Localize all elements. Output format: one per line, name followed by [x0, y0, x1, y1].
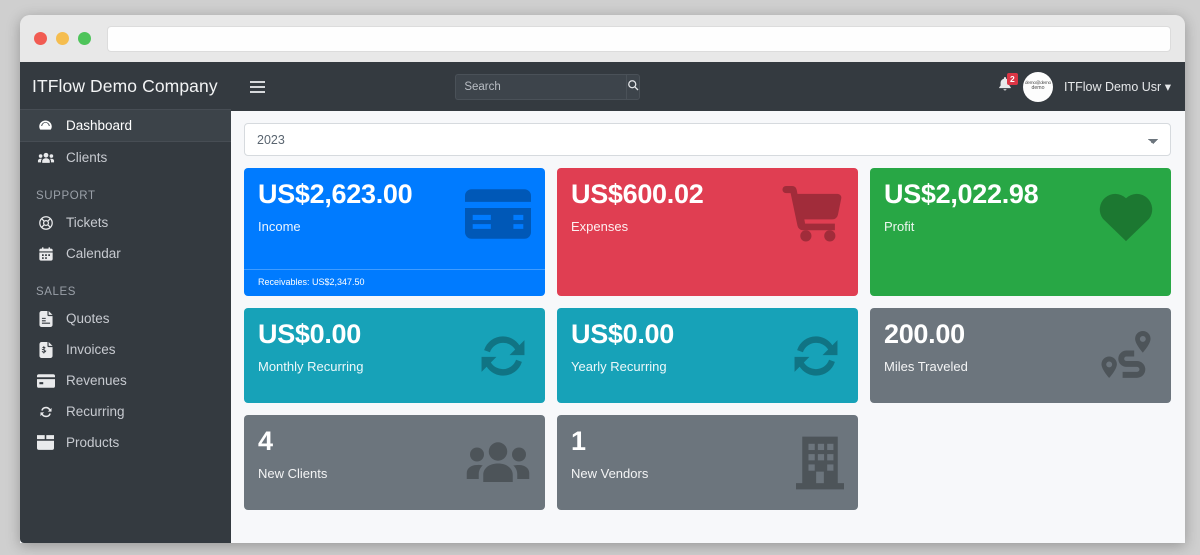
sidebar-item-label: Clients: [66, 150, 108, 165]
maximize-window-button[interactable]: [78, 32, 91, 45]
card-label: Miles Traveled: [884, 358, 968, 374]
route-icon: [1095, 330, 1157, 381]
sidebar-item-label: Quotes: [66, 311, 110, 326]
card-body: US$0.00 Monthly Recurring: [244, 308, 545, 374]
file-invoice-dollar-icon: [36, 341, 55, 358]
calendar-icon: [36, 245, 55, 262]
card-value: US$2,623.00: [258, 179, 413, 209]
heart-icon: [1095, 185, 1157, 243]
card-label: Expenses: [571, 218, 629, 234]
card-body: US$600.02 Expenses: [557, 168, 858, 234]
minimize-window-button[interactable]: [56, 32, 69, 45]
users-icon: [36, 149, 55, 166]
credit-card-icon: [465, 189, 531, 239]
card-value: US$0.00: [258, 319, 361, 349]
card-footer: Receivables: US$2,347.50: [244, 269, 545, 296]
sync-icon: [788, 328, 844, 384]
window-controls: [34, 32, 91, 45]
sidebar-item-quotes[interactable]: Quotes: [20, 303, 231, 334]
dashboard-content: 2023 US$2,623.00 Income: [231, 111, 1185, 543]
card-label: Profit: [884, 218, 915, 234]
sidebar-brand: ITFlow Demo Company: [32, 76, 218, 96]
sync-icon: [36, 403, 55, 420]
notification-count-badge: 2: [1006, 72, 1018, 85]
search-icon: [627, 78, 639, 96]
address-bar[interactable]: [107, 25, 1171, 52]
sync-icon: [475, 328, 531, 384]
sidebar-item-label: Products: [66, 435, 120, 450]
stat-card-monthly-recurring[interactable]: US$0.00 Monthly Recurring: [244, 308, 545, 403]
stat-card-profit[interactable]: US$2,022.98 Profit: [870, 168, 1171, 296]
card-value: 1: [571, 426, 586, 456]
building-icon: [796, 436, 844, 490]
sidebar-item-products[interactable]: Products: [20, 427, 231, 458]
sidebar-item-dashboard[interactable]: Dashboard: [20, 109, 231, 142]
application-shell: ITFlow Demo Company Dashboard: [20, 62, 1185, 543]
stat-card-yearly-recurring[interactable]: US$0.00 Yearly Recurring: [557, 308, 858, 403]
main-column: 2 demo@demo demo ITFlow Demo Usr ▾ 2023: [231, 62, 1185, 543]
notifications-button[interactable]: 2: [998, 72, 1018, 97]
sidebar-item-label: Dashboard: [66, 118, 133, 133]
card-label: New Vendors: [571, 465, 649, 481]
card-label: Monthly Recurring: [258, 358, 364, 374]
card-body: 200.00 Miles Traveled: [870, 308, 1171, 374]
search-button[interactable]: [626, 73, 641, 100]
card-body: US$2,022.98 Profit: [870, 168, 1171, 234]
card-value: US$600.02: [571, 179, 704, 209]
avatar-line-1: demo@demo: [1025, 80, 1051, 86]
sidebar-item-label: Tickets: [66, 215, 109, 230]
search-input[interactable]: [455, 73, 627, 100]
sidebar-item-calendar[interactable]: Calendar: [20, 238, 231, 269]
card-value: US$2,022.98: [884, 179, 1039, 209]
card-value: 200.00: [884, 319, 965, 349]
sidebar: ITFlow Demo Company Dashboard: [20, 62, 231, 543]
close-window-button[interactable]: [34, 32, 47, 45]
file-invoice-icon: [36, 310, 55, 327]
avatar[interactable]: demo@demo demo: [1022, 71, 1053, 102]
year-filter-select[interactable]: 2023: [244, 123, 1171, 156]
stat-card-income[interactable]: US$2,623.00 Income Receivables: US$2,347…: [244, 168, 545, 296]
card-body: US$2,623.00 Income: [244, 168, 545, 234]
stat-card-grid: US$2,623.00 Income Receivables: US$2,347…: [244, 168, 1171, 510]
sidebar-item-invoices[interactable]: Invoices: [20, 334, 231, 365]
stat-card-new-vendors[interactable]: 1 New Vendors: [557, 415, 858, 510]
search-form: [455, 73, 641, 100]
life-ring-icon: [36, 214, 55, 231]
browser-window: ITFlow Demo Company Dashboard: [20, 15, 1185, 543]
user-name-label: ITFlow Demo Usr: [1063, 80, 1162, 94]
stat-card-miles-traveled[interactable]: 200.00 Miles Traveled: [870, 308, 1171, 403]
browser-chrome-bar: [20, 15, 1185, 62]
card-body: 1 New Vendors: [557, 415, 858, 481]
card-label: Yearly Recurring: [571, 358, 667, 374]
sidebar-item-label: Calendar: [66, 246, 121, 261]
users-icon: [465, 438, 531, 488]
sidebar-item-recurring[interactable]: Recurring: [20, 396, 231, 427]
caret-down-icon: ▾: [1164, 80, 1171, 94]
card-label: Income: [258, 218, 301, 234]
sidebar-item-clients[interactable]: Clients: [20, 142, 231, 173]
hamburger-icon[interactable]: [247, 78, 268, 96]
sidebar-section-support: SUPPORT: [36, 190, 96, 202]
card-value: US$0.00: [571, 319, 674, 349]
sidebar-item-revenues[interactable]: Revenues: [20, 365, 231, 396]
sidebar-item-label: Revenues: [66, 373, 127, 388]
sidebar-section-sales: SALES: [36, 286, 77, 298]
sidebar-item-label: Recurring: [66, 404, 125, 419]
card-value: 4: [258, 426, 273, 456]
card-body: 4 New Clients: [244, 415, 545, 481]
avatar-line-2: demo: [1031, 85, 1045, 92]
sidebar-item-label: Invoices: [66, 342, 116, 357]
topbar-right-group: 2 demo@demo demo ITFlow Demo Usr ▾: [998, 71, 1171, 102]
card-body: US$0.00 Yearly Recurring: [557, 308, 858, 374]
sidebar-item-tickets[interactable]: Tickets: [20, 207, 231, 238]
card-label: New Clients: [258, 465, 328, 481]
stat-card-new-clients[interactable]: 4 New Clients: [244, 415, 545, 510]
user-menu[interactable]: ITFlow Demo Usr ▾: [1064, 79, 1171, 94]
box-icon: [36, 434, 55, 451]
tachometer-icon: [36, 117, 55, 134]
credit-card-icon: [36, 372, 55, 389]
topbar: 2 demo@demo demo ITFlow Demo Usr ▾: [231, 62, 1185, 111]
stat-card-expenses[interactable]: US$600.02 Expenses: [557, 168, 858, 296]
shopping-cart-icon: [782, 186, 844, 242]
